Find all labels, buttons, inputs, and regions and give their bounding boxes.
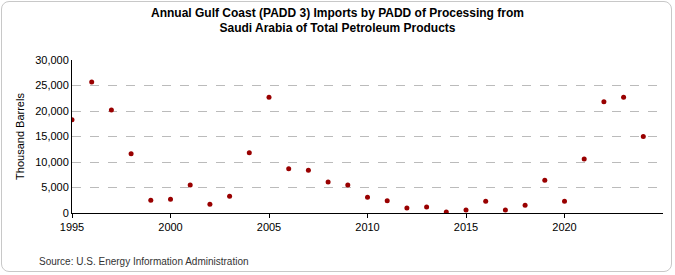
svg-text:25,000: 25,000 (35, 79, 69, 91)
svg-text:5,000: 5,000 (41, 181, 69, 193)
svg-text:2020: 2020 (552, 221, 576, 233)
svg-text:Source: U.S. Energy Informatio: Source: U.S. Energy Information Administ… (39, 256, 249, 267)
svg-text:Thousand Barrels: Thousand Barrels (14, 93, 26, 180)
svg-text:1995: 1995 (60, 221, 84, 233)
svg-text:10,000: 10,000 (35, 156, 69, 168)
svg-text:2005: 2005 (257, 221, 281, 233)
svg-text:2000: 2000 (158, 221, 182, 233)
svg-text:2010: 2010 (355, 221, 379, 233)
svg-text:30,000: 30,000 (35, 54, 69, 66)
svg-text:Annual Gulf Coast (PADD 3) Imp: Annual Gulf Coast (PADD 3) Imports by PA… (151, 6, 524, 36)
svg-text:0: 0 (63, 207, 69, 219)
svg-text:15,000: 15,000 (35, 130, 69, 142)
svg-text:2015: 2015 (454, 221, 478, 233)
svg-text:20,000: 20,000 (35, 105, 69, 117)
